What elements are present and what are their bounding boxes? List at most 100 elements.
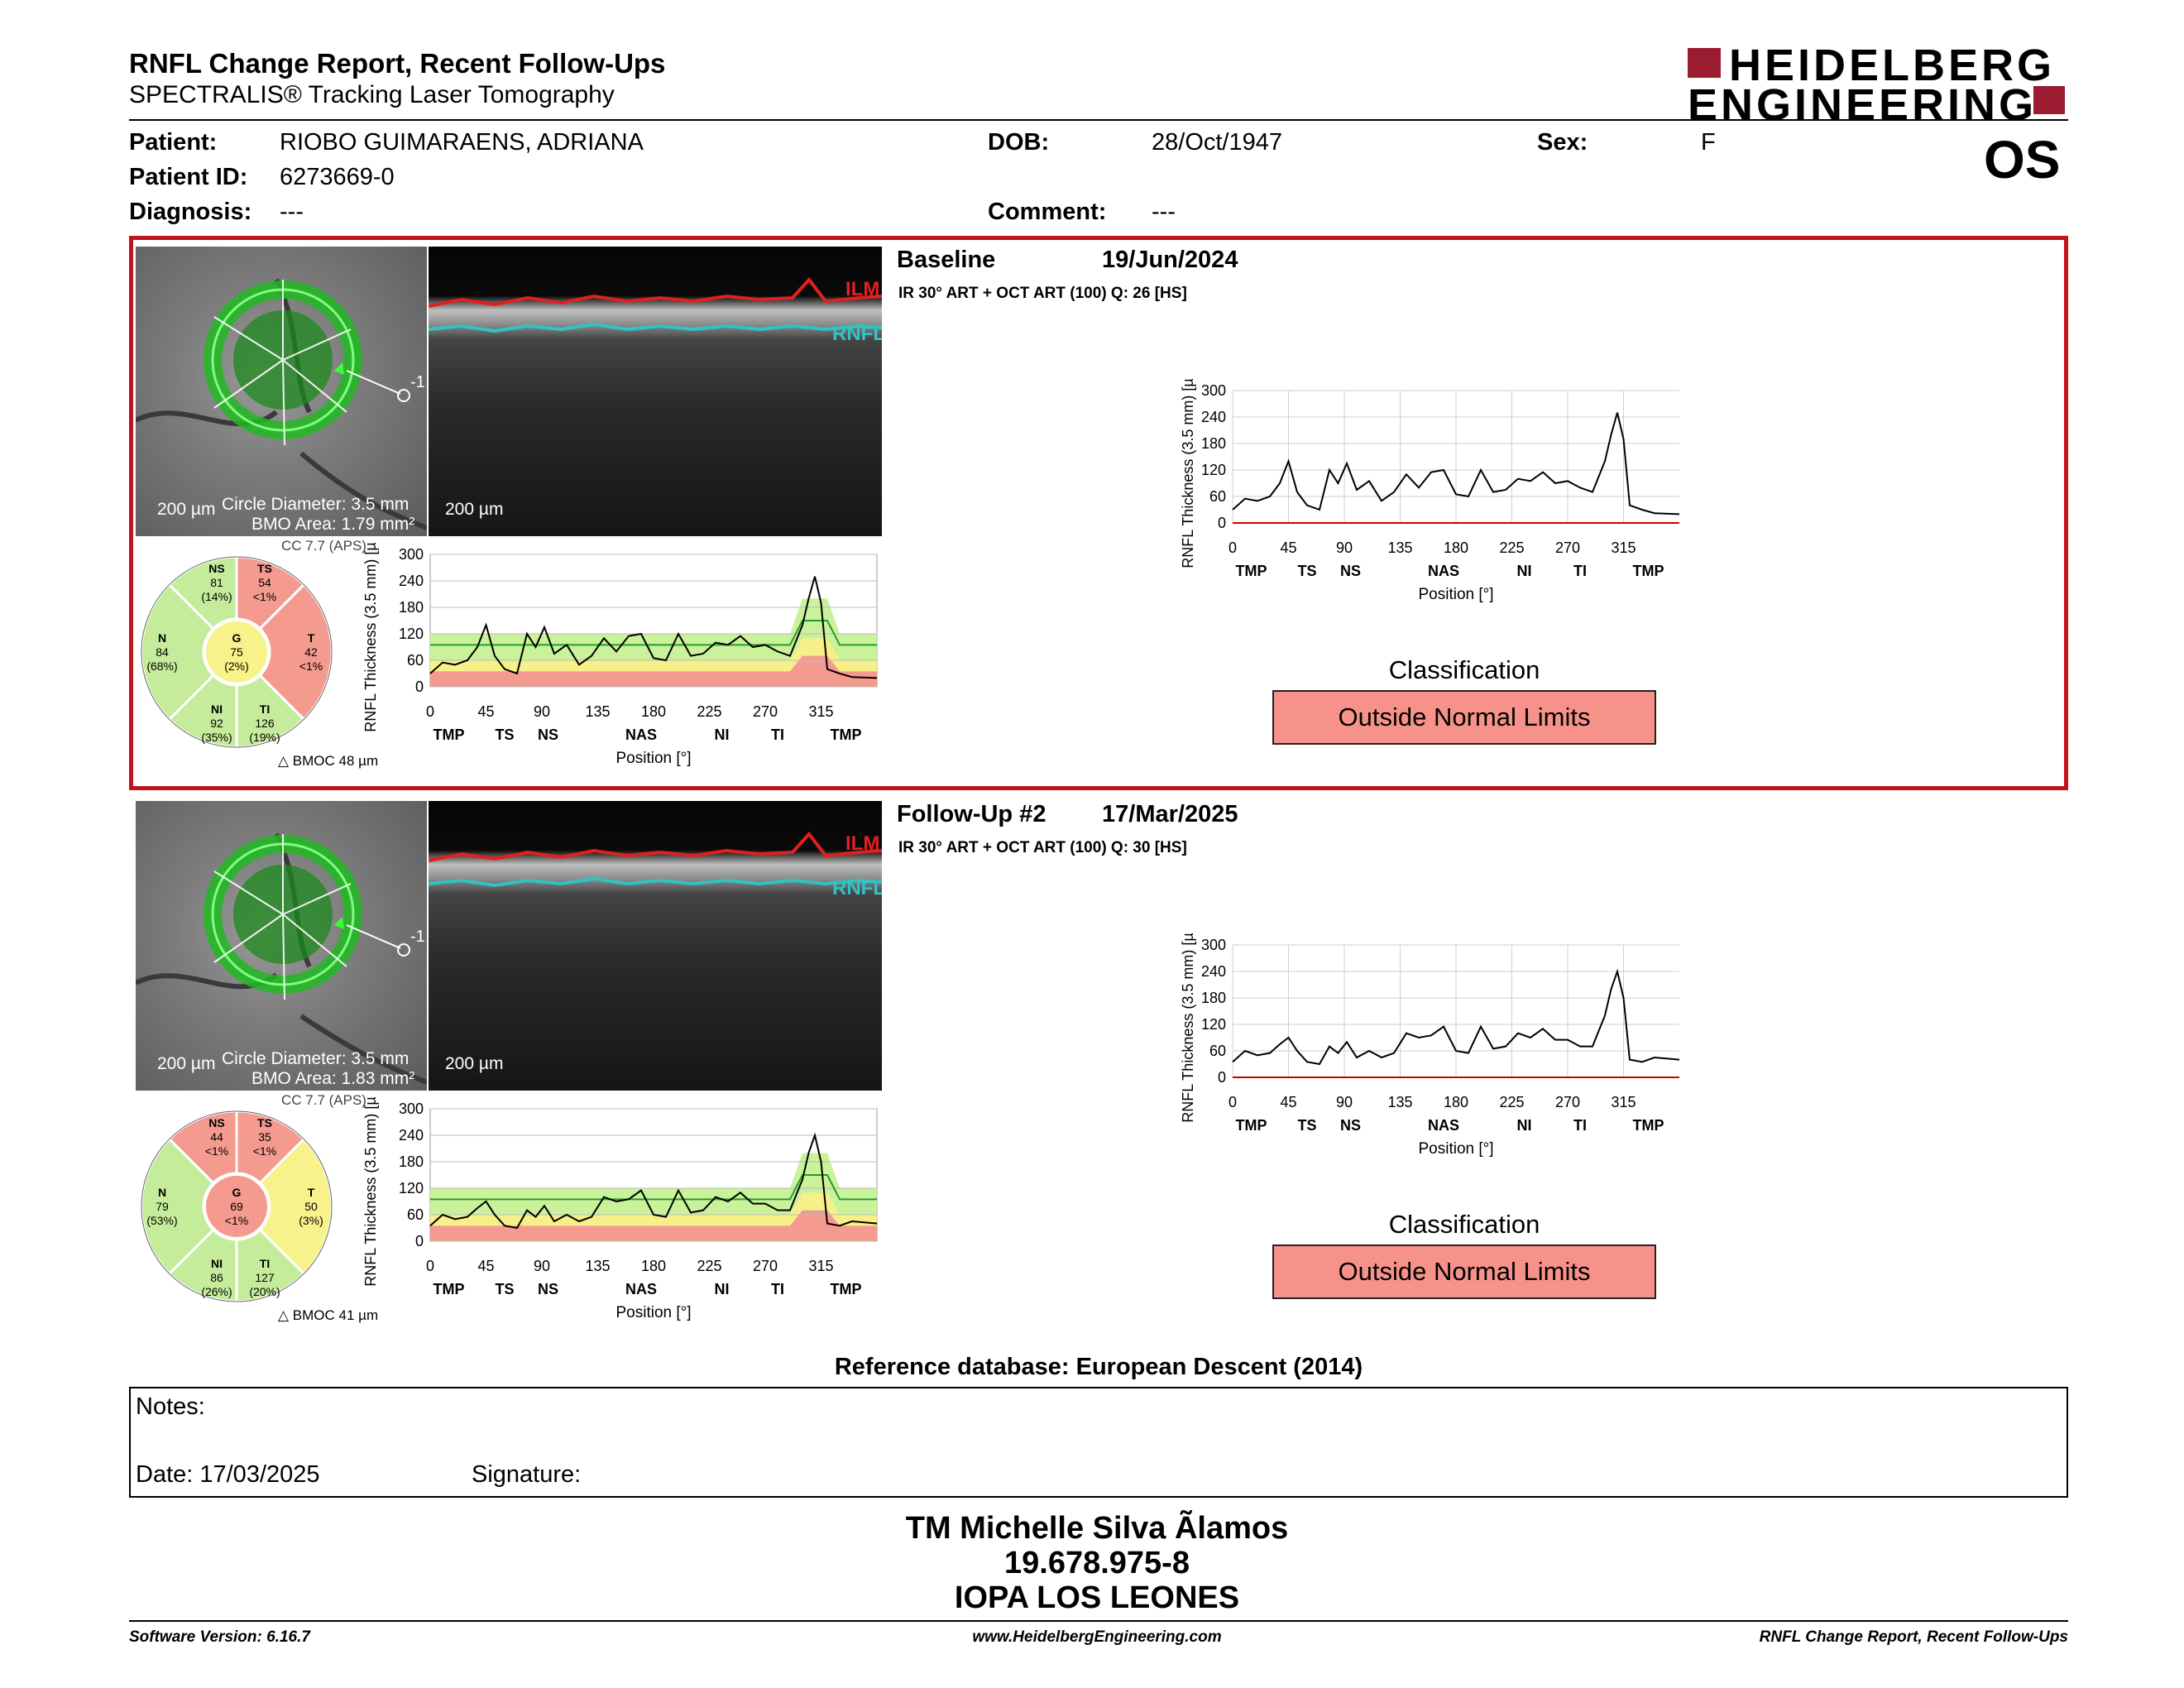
sex-label: Sex:	[1537, 129, 1588, 156]
reference-database: Reference database: European Descent (20…	[834, 1354, 1363, 1380]
dob-label: DOB:	[988, 129, 1050, 156]
fundus-image: -1 200 µm Circle Diameter: 3.5 mm BMO Ar…	[136, 247, 427, 536]
chart-text: 44	[210, 1130, 223, 1144]
patient-label: Patient:	[129, 129, 218, 156]
chart-text: 45	[477, 1258, 494, 1274]
chart-text: NS	[1340, 1117, 1361, 1134]
chart-text: 54	[258, 576, 271, 589]
chart-text: <1%	[205, 1144, 228, 1158]
chart-text: 0	[1228, 1094, 1237, 1110]
chart-text: 60	[407, 652, 424, 669]
chart-text: <1%	[253, 590, 276, 603]
signoff-block: TM Michelle Silva Ãlamos 19.678.975-8 IO…	[890, 1511, 1304, 1615]
chart-text: 300	[399, 1101, 424, 1117]
logo-line1: HEIDELBERG	[1729, 41, 2056, 90]
bscan-layers	[429, 276, 882, 333]
header-divider	[129, 119, 2068, 121]
chart-text: <1%	[299, 659, 323, 673]
diagnosis-value: ---	[280, 199, 304, 225]
chart-text: 120	[399, 626, 424, 642]
report-subtitle: SPECTRALIS® Tracking Laser Tomography	[129, 81, 615, 108]
chart-text: TS	[257, 562, 272, 575]
fundus-scale: 200 µm	[157, 500, 216, 519]
chart-text: RNFL Thickness (3.5 mm) [µm]	[362, 1097, 379, 1287]
chart-text: NI	[211, 703, 223, 716]
rnfl-label: RNFL	[832, 877, 882, 899]
chart-text: NI	[715, 727, 730, 743]
chart-text: 42	[304, 645, 318, 659]
chart-text: TMP	[1633, 1117, 1664, 1134]
signoff-institution: IOPA LOS LEONES	[954, 1580, 1240, 1615]
sex-value: F	[1701, 129, 1716, 156]
website-link[interactable]: www.HeidelbergEngineering.com	[972, 1628, 1222, 1646]
thickness-line	[1232, 968, 1680, 1066]
chart-text: 180	[1201, 990, 1226, 1006]
chart-text: (35%)	[201, 731, 232, 744]
bmoc-value: △ BMOC 48 µm	[278, 753, 379, 769]
chart-text: 81	[210, 576, 223, 589]
chart-text: 135	[1387, 1094, 1412, 1110]
chart-text: Position [°]	[1418, 586, 1493, 603]
chart-text: T	[308, 1186, 315, 1199]
chart-text: TI	[260, 1257, 270, 1270]
chart-text: 180	[641, 703, 666, 720]
thickness-chart: 0 60 120 180 240 300 0 45 90 135 180 225 270 315 TMP TS…	[1180, 933, 1680, 1158]
chart-text: 60	[1209, 488, 1226, 505]
notes-box[interactable]: Notes: Date: 17/03/2025 Signature:	[129, 1387, 2068, 1498]
chart-text: TS	[1297, 563, 1316, 579]
exam-label: Baseline	[897, 247, 996, 273]
chart-text: 225	[1499, 1094, 1524, 1110]
report-title: RNFL Change Report, Recent Follow-Ups	[129, 48, 666, 79]
chart-text: 300	[1201, 937, 1226, 953]
chart-text: TMP	[831, 1281, 862, 1297]
chart-text: TS	[495, 1281, 514, 1297]
thickness-line	[429, 576, 878, 679]
chart-text: G	[232, 631, 242, 645]
chart-text: 126	[255, 717, 275, 730]
chart-text: (20%)	[249, 1285, 280, 1298]
chart-text: <1%	[253, 1144, 276, 1158]
chart-text: NS	[208, 562, 224, 575]
chart-text: 45	[477, 703, 494, 720]
chart-text: 225	[697, 1258, 721, 1274]
footer-divider	[129, 1620, 2068, 1622]
exam-date: 17/Mar/2025	[1102, 801, 1238, 827]
chart-text: 75	[230, 645, 243, 659]
chart-text: TMP	[1236, 563, 1267, 579]
acquisition-info: IR 30° ART + OCT ART (100) Q: 26 [HS]	[898, 285, 1187, 302]
chart-text: 180	[1444, 1094, 1468, 1110]
sector-g	[204, 1174, 269, 1239]
chart-text: (3%)	[299, 1214, 323, 1227]
bscan-scale: 200 µm	[445, 1054, 504, 1073]
chart-text: RNFL Thickness (3.5 mm) [µm]	[1180, 933, 1196, 1123]
chart-text: NS	[538, 1281, 558, 1297]
chart-text: TI	[260, 703, 270, 716]
chart-text: NI	[211, 1257, 223, 1270]
oct-bscan: ILM RNFL 200 µm	[429, 801, 882, 1091]
profile-chart-comparison: 0 60 120 180 240 300 0 45 90 135 180 225 270 315 TMP TS…	[362, 1097, 878, 1321]
comment-value: ---	[1152, 199, 1176, 225]
logo-square-bottom	[2033, 86, 2065, 114]
eye-indicator: OS	[1984, 130, 2061, 189]
classification-title: Classification	[1388, 655, 1540, 684]
chart-text: 315	[808, 703, 833, 720]
footer-report-name: RNFL Change Report, Recent Follow-Ups	[1759, 1628, 2068, 1646]
bmoc-text: BMOC 48 µm	[292, 753, 379, 769]
chart-text: N	[158, 1186, 166, 1199]
chart-text: 225	[697, 703, 721, 720]
chart-text: 84	[156, 645, 169, 659]
chart-text: 69	[230, 1200, 243, 1213]
bmo-area: BMO Area: 1.83 mm²	[251, 1069, 415, 1088]
patient-name: RIOBO GUIMARAENS, ADRIANA	[280, 129, 644, 156]
sector-chart: NS44<1%TS35<1%N79(53%)G69<1%T50(3%)NI86(…	[140, 1110, 333, 1303]
chart-text: NI	[1517, 563, 1532, 579]
chart-text: 120	[1201, 1016, 1226, 1033]
chart-text: TMP	[433, 727, 465, 743]
rnfl-label: RNFL	[832, 323, 882, 345]
chart-text: 120	[1201, 462, 1226, 478]
chart-text: NS	[1340, 563, 1361, 579]
chart-text: TS	[1297, 1117, 1316, 1134]
chart-text: TMP	[831, 727, 862, 743]
band-outside	[430, 1210, 877, 1241]
chart-text: (14%)	[201, 590, 232, 603]
